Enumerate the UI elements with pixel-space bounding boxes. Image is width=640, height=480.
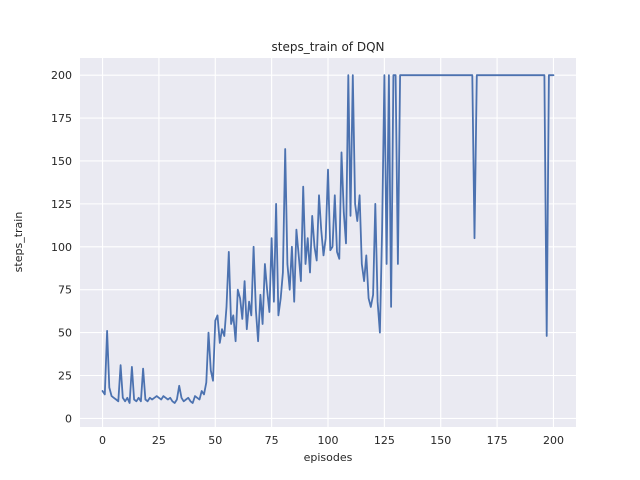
x-tick-label: 0 bbox=[99, 434, 106, 447]
y-tick-label: 25 bbox=[58, 370, 72, 383]
x-tick-label: 175 bbox=[487, 434, 508, 447]
data-series-line bbox=[101, 74, 555, 404]
x-tick-label: 100 bbox=[318, 434, 339, 447]
y-tick-label: 50 bbox=[58, 327, 72, 340]
x-tick-label: 50 bbox=[208, 434, 222, 447]
y-tick-label: 75 bbox=[58, 284, 72, 297]
x-tick-label: 125 bbox=[374, 434, 395, 447]
x-tick-label: 75 bbox=[265, 434, 279, 447]
x-tick-label: 25 bbox=[152, 434, 166, 447]
x-tick-label: 200 bbox=[543, 434, 564, 447]
y-tick-label: 150 bbox=[51, 155, 72, 168]
y-axis-label: steps_train bbox=[12, 212, 25, 273]
y-tick-label: 200 bbox=[51, 69, 72, 82]
y-tick-label: 125 bbox=[51, 198, 72, 211]
x-tick-label: 150 bbox=[430, 434, 451, 447]
y-tick-label: 0 bbox=[65, 412, 72, 425]
x-axis-label: episodes bbox=[304, 451, 353, 464]
y-tick-label: 175 bbox=[51, 112, 72, 125]
chart-title: steps_train of DQN bbox=[272, 40, 385, 54]
plot-layer: 0 25 50 75 100 125 150 175 200 0 25 50 75 100 125 150 17… bbox=[51, 58, 576, 447]
y-tick-label: 100 bbox=[51, 241, 72, 254]
